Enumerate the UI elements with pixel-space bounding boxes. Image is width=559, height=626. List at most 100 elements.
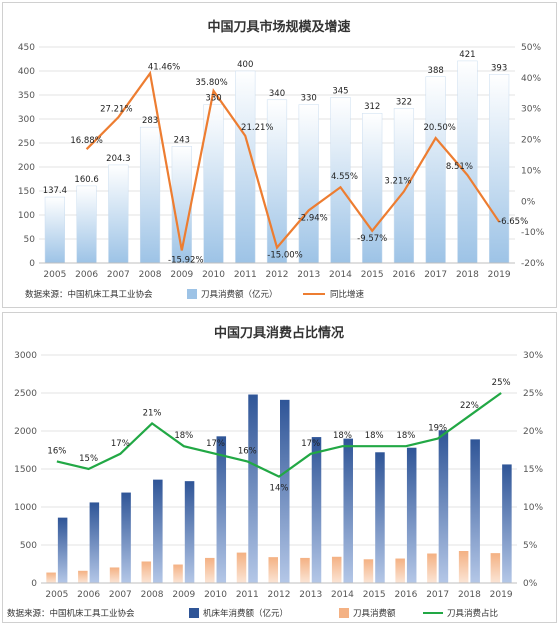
machine-bar: [470, 439, 480, 583]
machine-bar: [438, 430, 449, 583]
machine-bar: [248, 394, 258, 583]
y-tick-label: 100: [18, 211, 35, 221]
x-tick-label: 2010: [202, 270, 225, 280]
legend-label-tool: 刀具消费额: [353, 608, 396, 619]
bar-value-label: 330: [205, 94, 221, 104]
y-right-tick-label: 5%: [523, 541, 538, 551]
tool-bar: [268, 557, 278, 583]
growth-value-label: -9.57%: [357, 234, 387, 244]
x-tick-label: 2009: [172, 590, 195, 600]
share-value-label: 16%: [238, 446, 257, 456]
bar: [489, 74, 510, 264]
growth-value-label: -2.94%: [298, 213, 328, 223]
y-right-tick-label: 25%: [523, 389, 543, 399]
legend-swatch-tool: [339, 608, 349, 618]
y-right-tick-label: -10%: [521, 228, 545, 238]
bar-value-label: 243: [174, 135, 190, 145]
x-tick-label: 2011: [236, 590, 259, 600]
tool-bar: [490, 553, 501, 583]
y-right-tick-label: -20%: [521, 259, 545, 269]
tool-bar: [109, 567, 120, 583]
x-tick-label: 2006: [77, 590, 100, 600]
y-tick-label: 450: [18, 43, 35, 53]
machine-bar: [375, 452, 385, 583]
consumption-share-chart: 中国刀具消费占比情况 16% 15% 17% 21% 18% 17% 16% 14% 17% 18…: [7, 325, 543, 619]
y-tick-label: 0: [31, 579, 37, 589]
x-tick-label: 2017: [426, 590, 449, 600]
growth-value-label: 21.21%: [241, 123, 273, 133]
tool-bar: [205, 557, 215, 583]
tool-bar: [363, 559, 374, 583]
machine-bar: [184, 481, 195, 583]
tool-bar: [300, 557, 310, 583]
bar-value-label: 322: [396, 97, 412, 107]
market-size-chart-panel: 中国刀具市场规模及增速 137.4 160.6 204.3 283 243 330 400 3…: [2, 2, 557, 308]
bar: [425, 76, 446, 264]
growth-value-label: -6.65%: [498, 217, 528, 227]
y-tick-label: 350: [18, 91, 35, 101]
y-tick-label: 150: [18, 187, 35, 197]
bar-value-label: 330: [301, 94, 317, 104]
y-right-tick-label: 50%: [521, 43, 541, 53]
tool-bar: [458, 551, 469, 583]
share-value-label: 16%: [47, 446, 66, 456]
bar-value-label: 204.3: [106, 154, 130, 164]
tool-bar: [173, 564, 183, 583]
bar-value-label: 340: [269, 89, 285, 99]
bar: [76, 185, 97, 264]
x-tick-label: 2011: [234, 270, 257, 280]
tool-bar: [427, 553, 437, 583]
share-value-label: 19%: [428, 424, 447, 434]
legend-label-bar: 刀具消费额（亿元）: [201, 289, 278, 300]
tool-bar: [78, 570, 88, 583]
share-value-label: 18%: [365, 431, 384, 441]
y-tick-label: 200: [18, 163, 35, 173]
share-value-label: 15%: [79, 454, 98, 464]
tool-bar: [395, 558, 405, 583]
legend-swatch-machine: [189, 608, 199, 618]
x-tick-label: 2005: [43, 270, 66, 280]
y-tick-label: 1500: [14, 465, 37, 475]
machine-bar: [121, 492, 131, 583]
bar-value-label: 137.4: [43, 186, 67, 196]
share-value-label: 14%: [270, 484, 289, 494]
y-tick-label: 2500: [14, 389, 37, 399]
machine-bar: [311, 437, 322, 583]
bar: [44, 196, 65, 264]
y-tick-label: 400: [18, 67, 35, 77]
growth-value-label: 8.51%: [446, 162, 473, 172]
y-tick-label: 500: [20, 541, 37, 551]
bar: [298, 104, 319, 264]
share-value-label: 22%: [460, 401, 479, 411]
x-tick-label: 2005: [45, 590, 68, 600]
source-note: 数据来源：中国机床工具工业协会: [25, 289, 153, 300]
x-tick-label: 2017: [424, 270, 447, 280]
x-tick-label: 2019: [490, 590, 513, 600]
bar: [108, 164, 129, 264]
bar-value-label: 393: [491, 63, 507, 73]
bar-value-label: 160.6: [74, 175, 98, 185]
x-tick-label: 2008: [139, 270, 162, 280]
machine-bar: [280, 399, 290, 583]
x-tick-label: 2018: [456, 270, 479, 280]
x-tick-label: 2009: [170, 270, 193, 280]
y-right-tick-label: 40%: [521, 74, 541, 84]
bar: [139, 126, 161, 264]
tool-bar: [141, 561, 152, 583]
source-note: 数据来源：中国机床工具工业协会: [7, 608, 135, 619]
bar: [235, 70, 256, 264]
share-value-label: 18%: [174, 431, 193, 441]
market-size-chart: 中国刀具市场规模及增速 137.4 160.6 204.3 283 243 330 400 3…: [18, 19, 545, 300]
x-tick-label: 2016: [394, 590, 417, 600]
x-tick-label: 2007: [109, 590, 132, 600]
x-tick-label: 2019: [488, 270, 511, 280]
bar-value-label: 400: [237, 60, 253, 70]
y-right-tick-label: 10%: [521, 166, 541, 176]
y-right-tick-label: 0%: [521, 197, 536, 207]
x-tick-label: 2012: [268, 590, 291, 600]
y-tick-label: 50: [24, 235, 36, 245]
chart-title: 中国刀具市场规模及增速: [207, 19, 350, 35]
machine-bar: [502, 464, 512, 583]
machine-bar: [343, 438, 353, 583]
